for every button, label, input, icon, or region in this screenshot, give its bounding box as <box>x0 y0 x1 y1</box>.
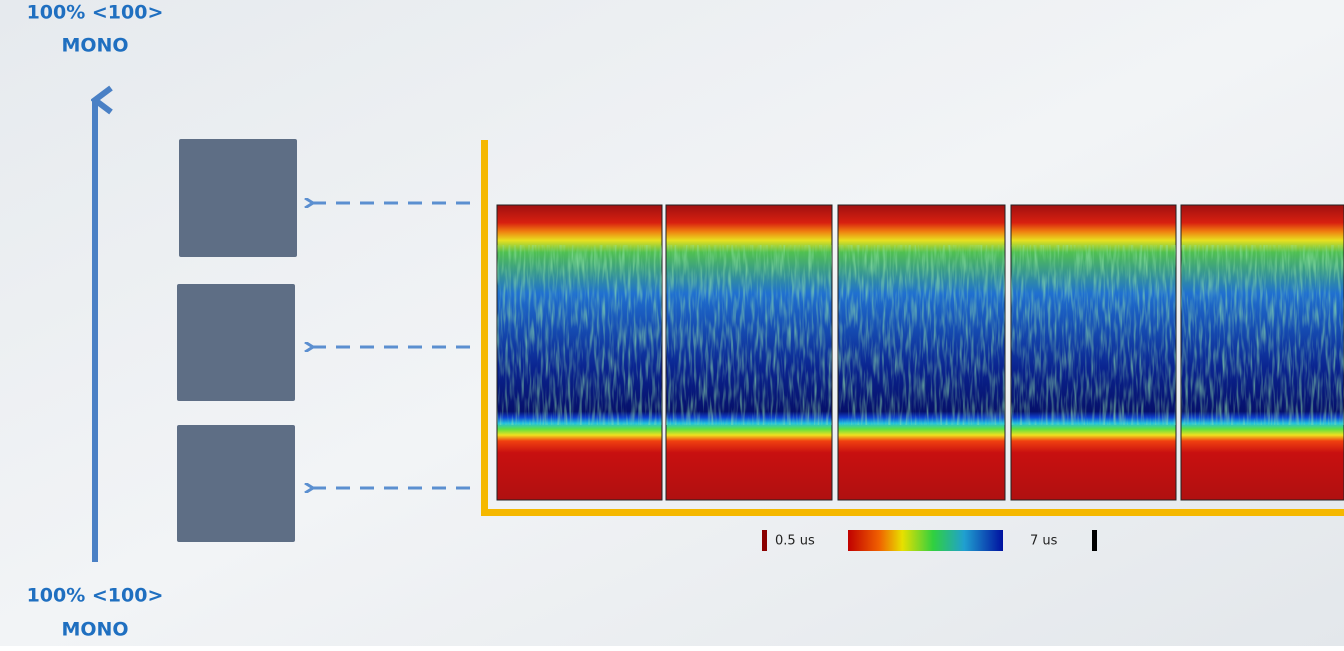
lifetime-map <box>838 205 1005 500</box>
bottom-label-line2: MONO <box>61 619 128 641</box>
top-label-line2: MONO <box>61 35 128 57</box>
lifetime-map <box>1181 205 1344 500</box>
wafer-sample <box>177 284 295 401</box>
wafer-sample <box>179 139 297 257</box>
top-label-line1: 100% <100> <box>27 2 164 24</box>
frame-horizontal <box>481 509 1344 516</box>
colorbar-min-swatch <box>762 530 767 551</box>
colorbar-max-label: 7 us <box>1030 534 1058 549</box>
colorbar <box>848 530 1003 551</box>
page: 100% <100> MONO 100% <100> MONO 0.5 us 7… <box>0 0 1344 646</box>
lifetime-map <box>666 205 832 500</box>
colorbar-min-label: 0.5 us <box>775 534 815 549</box>
lifetime-map <box>497 205 662 500</box>
bottom-label-line1: 100% <100> <box>27 585 164 607</box>
lifetime-map <box>1011 205 1176 500</box>
frame-vertical <box>481 140 488 516</box>
wafer-sample <box>177 425 295 542</box>
lifetime-maps <box>497 205 1344 500</box>
slide: 100% <100> MONO 100% <100> MONO 0.5 us 7… <box>0 0 1344 646</box>
colorbar-max-swatch <box>1092 530 1097 551</box>
